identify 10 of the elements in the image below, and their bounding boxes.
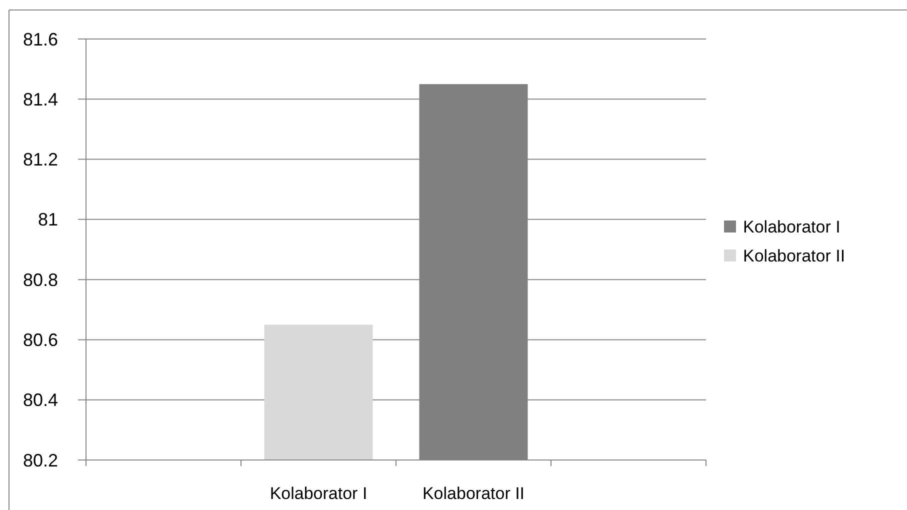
y-tick-label: 80.8: [22, 270, 58, 290]
legend-label: Kolaborator I: [743, 217, 840, 236]
y-tick-label: 80.2: [22, 450, 58, 470]
y-tick-label: 80.6: [22, 330, 58, 350]
y-tick-label: 81.2: [22, 150, 58, 170]
legend-label: Kolaborator II: [743, 246, 846, 266]
y-tick-label: 80.4: [22, 390, 58, 410]
y-tick-label: 81: [38, 210, 58, 230]
y-tick-label: 81.4: [22, 89, 58, 110]
y-tick-label: 81.6: [22, 29, 58, 50]
